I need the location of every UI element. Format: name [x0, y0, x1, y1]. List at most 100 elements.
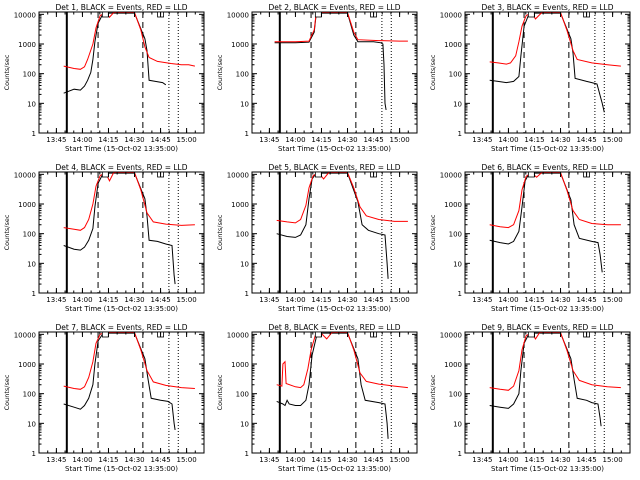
y-axis-label: Counts/sec [3, 214, 11, 250]
y-tick-label: 10000 [227, 11, 249, 19]
y-tick-label: 10 [27, 100, 36, 108]
x-tick-label: 13:45 [472, 456, 492, 464]
plot-frame [251, 171, 418, 294]
y-tick-label: 10000 [14, 171, 36, 179]
x-axis-label: Start Time (15-Oct-02 13:35:00) [491, 145, 604, 153]
x-tick-label: 14:30 [550, 296, 570, 304]
x-tick-label: 14:00 [498, 456, 518, 464]
series-lld-line [489, 331, 621, 391]
flag-box [527, 331, 535, 338]
flag-box [101, 171, 109, 178]
x-tick-label: 15:00 [603, 136, 623, 144]
y-tick-label: 10000 [14, 11, 36, 19]
x-tick-label: 14:15 [311, 296, 331, 304]
y-tick-label: 10 [240, 100, 249, 108]
x-tick-label: 14:45 [150, 456, 170, 464]
chart-panel-4: 1 10 100 1000 10000 13:45 14:00 14:15 14:30 14:45… [3, 163, 205, 313]
plot-frame [38, 331, 205, 454]
x-tick-label: 14:45 [576, 296, 596, 304]
y-tick-label: 100 [23, 71, 36, 79]
y-tick-label: 1 [245, 130, 249, 138]
x-tick-label: 14:30 [124, 296, 144, 304]
y-tick-label: 10 [453, 260, 462, 268]
x-tick-label: 14:45 [150, 136, 170, 144]
series-lld-line [489, 11, 621, 67]
series-events-line [489, 172, 603, 273]
x-tick-label: 14:00 [498, 296, 518, 304]
y-tick-label: 1000 [231, 41, 249, 49]
y-axis-label: Counts/sec [429, 374, 437, 410]
y-tick-label: 1 [245, 450, 249, 458]
y-tick-label: 10000 [440, 11, 462, 19]
flag-box [314, 171, 322, 178]
x-tick-label: 14:30 [550, 456, 570, 464]
x-tick-label: 14:45 [363, 296, 383, 304]
y-tick-label: 1 [458, 290, 462, 298]
series-events-line [489, 332, 602, 427]
flag-box [314, 331, 322, 338]
chart-title: Det 2, BLACK = Events, RED = LLD [268, 3, 400, 12]
series-events-line [276, 172, 389, 279]
y-tick-label: 1000 [444, 201, 462, 209]
x-tick-label: 15:00 [603, 296, 623, 304]
y-tick-label: 100 [23, 231, 36, 239]
x-axis-label: Start Time (15-Oct-02 13:35:00) [278, 465, 391, 473]
y-tick-label: 1 [32, 290, 36, 298]
x-tick-label: 14:45 [150, 296, 170, 304]
series-lld-line [63, 11, 196, 70]
x-tick-label: 13:45 [46, 136, 66, 144]
y-tick-label: 10000 [227, 331, 249, 339]
chart-panel-1: 1 10 100 1000 10000 13:45 14:00 14:15 14:30 14:45… [3, 3, 205, 153]
y-axis-label: Counts/sec [429, 54, 437, 90]
x-axis-label: Start Time (15-Oct-02 13:35:00) [65, 145, 178, 153]
plot-frame [38, 11, 205, 134]
x-tick-label: 14:45 [363, 136, 383, 144]
chart-title: Det 3, BLACK = Events, RED = LLD [481, 3, 613, 12]
x-tick-label: 14:30 [337, 296, 357, 304]
x-axis-label: Start Time (15-Oct-02 13:35:00) [65, 305, 178, 313]
plot-frame [251, 11, 418, 134]
x-tick-label: 14:15 [311, 136, 331, 144]
y-tick-label: 1000 [231, 201, 249, 209]
flag-box [527, 171, 535, 178]
y-tick-label: 10 [27, 420, 36, 428]
y-tick-label: 1 [32, 450, 36, 458]
y-axis-label: Counts/sec [216, 54, 224, 90]
x-tick-label: 14:00 [285, 296, 305, 304]
y-tick-label: 1 [32, 130, 36, 138]
x-tick-label: 14:15 [98, 136, 118, 144]
chart-title: Det 4, BLACK = Events, RED = LLD [55, 163, 187, 172]
plot-frame [38, 171, 205, 294]
x-tick-label: 15:00 [390, 136, 410, 144]
y-tick-label: 10000 [440, 331, 462, 339]
x-tick-label: 14:30 [337, 456, 357, 464]
x-tick-label: 14:15 [98, 456, 118, 464]
chart-panel-5: 1 10 100 1000 10000 13:45 14:00 14:15 14:30 14:45… [216, 163, 418, 313]
chart-panel-8: 1 10 100 1000 10000 13:45 14:00 14:15 14:30 14:45… [216, 323, 418, 473]
x-tick-label: 14:30 [124, 136, 144, 144]
x-tick-label: 13:45 [259, 136, 279, 144]
y-axis-label: Counts/sec [3, 54, 11, 90]
x-axis-label: Start Time (15-Oct-02 13:35:00) [278, 305, 391, 313]
x-tick-label: 14:15 [524, 456, 544, 464]
y-tick-label: 100 [449, 231, 462, 239]
y-tick-label: 10 [453, 420, 462, 428]
chart-panel-7: 1 10 100 1000 10000 13:45 14:00 14:15 14:30 14:45… [3, 323, 205, 473]
y-tick-label: 1000 [231, 361, 249, 369]
y-tick-label: 10000 [14, 331, 36, 339]
y-tick-label: 1 [245, 290, 249, 298]
flag-box [527, 11, 535, 18]
plot-frame [464, 331, 631, 454]
y-tick-label: 10 [240, 260, 249, 268]
chart-panel-3: 1 10 100 1000 10000 13:45 14:00 14:15 14:30 14:45… [429, 3, 631, 153]
chart-title: Det 9, BLACK = Events, RED = LLD [481, 323, 613, 332]
y-tick-label: 1000 [444, 41, 462, 49]
x-tick-label: 15:00 [177, 296, 197, 304]
x-tick-label: 14:15 [311, 456, 331, 464]
x-tick-label: 14:45 [576, 456, 596, 464]
x-axis-label: Start Time (15-Oct-02 13:35:00) [491, 305, 604, 313]
flag-box [101, 11, 109, 18]
y-tick-label: 10 [27, 260, 36, 268]
y-tick-label: 1000 [18, 41, 36, 49]
